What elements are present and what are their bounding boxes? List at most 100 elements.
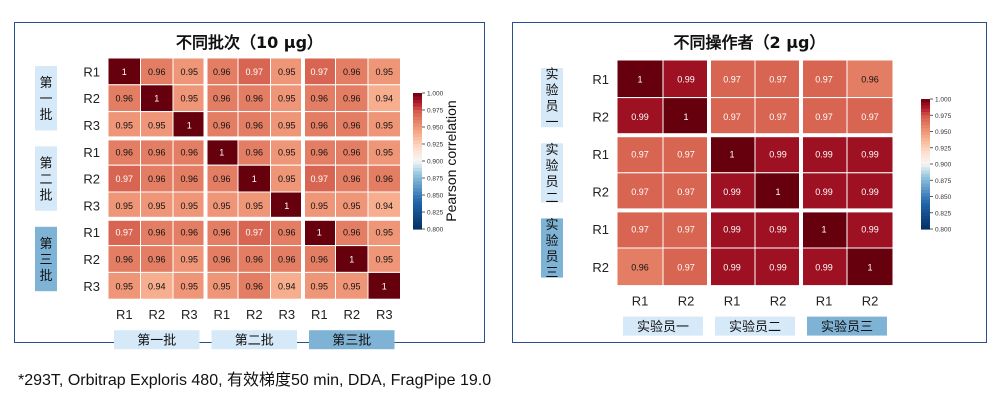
heatmap-cell [662,209,710,249]
cell-value-label: 0.99 [815,150,833,160]
row-group-label: 第三批 [39,237,52,284]
colorbar-segment [413,191,422,196]
cell-value-label: 0.96 [245,255,263,265]
colorbar-tick-label: 0.925 [935,145,952,152]
cell-value-label: 0.95 [278,94,296,104]
cell-value-label: 0.96 [115,147,133,157]
heatmap-cell [846,134,894,174]
cell-value-label: 0.99 [861,187,879,197]
cell-value-label: 0.95 [213,281,231,291]
cell-value-label: 1 [382,281,387,291]
cell-value-label: 0.97 [677,150,695,160]
cell-value-label: 0.96 [245,94,263,104]
colorbar-segment [921,134,930,139]
colorbar-segment [921,157,930,162]
cell-value-label: 0.95 [343,281,361,291]
heatmap-cell [237,137,271,166]
cell-value-label: 0.95 [375,255,393,265]
colorbar-segment [921,206,930,211]
heatmap-cell [107,191,141,220]
colorbar-segment [921,151,930,155]
cell-value-label: 0.96 [148,228,166,238]
row-group-box [35,146,57,211]
heatmap-cell [270,245,304,273]
row-tick-label: R2 [83,91,100,106]
colorbar-segment [921,186,930,191]
heatmap-cell [237,271,271,300]
row-tick-label: R2 [83,172,100,187]
cell-value-label: 0.96 [310,94,328,104]
cell-value-label: 1 [154,94,159,104]
heatmap-cell [800,172,848,211]
colorbar-segment [413,181,422,186]
group-separator-horizontal [108,216,401,221]
cell-value-label: 0.97 [677,262,695,272]
heatmap-cell [335,164,369,193]
col-tick-label: R1 [311,307,328,322]
row-group-box [541,143,563,203]
colorbar-segment [413,174,422,179]
cell-value-label: 0.96 [343,174,361,184]
cell-value-label: 0.95 [278,67,296,77]
heatmap-cell [107,164,141,193]
colorbar-segment [413,106,422,111]
heatmap-cell [616,97,664,136]
colorbar-segment [921,167,930,172]
cell-value-label: 0.99 [631,112,649,122]
colorbar-tick-label: 0.975 [427,108,444,115]
colorbar-segment [921,173,930,178]
colorbar-tick-label: 0.875 [935,178,952,185]
cell-value-label: 0.96 [343,67,361,77]
cell-value-label: 0.97 [723,112,741,122]
colorbar-tick-label: 0.900 [935,162,952,169]
colorbar-segment [921,216,930,220]
colorbar-segment [413,178,422,182]
colorbar-segment [413,113,422,118]
cell-value-label: 0.96 [115,255,133,265]
colorbar-segment [921,183,930,188]
cell-value-label: 0.99 [769,262,787,272]
heatmap-cell [846,172,894,211]
cell-value-label: 0.97 [677,187,695,197]
cell-value-label: 0.99 [769,225,787,235]
col-tick-label: R3 [376,307,393,322]
cell-value-label: 0.95 [375,228,393,238]
heatmap-cell [107,245,141,273]
heatmap-cell [237,84,271,113]
heatmap-cell [172,271,206,300]
colorbar-segment [921,212,930,217]
cell-value-label: 0.97 [815,74,833,84]
cell-value-label: 0.97 [723,74,741,84]
cell-value-label: 1 [349,255,354,265]
group-separator-horizontal [617,208,893,213]
heatmap-cell [662,247,710,287]
cell-value-label: 0.96 [245,147,263,157]
colorbar-segment [921,118,930,123]
heatmap-cell [237,218,271,247]
col-group-label: 第一批 [137,334,176,349]
colorbar-segment [413,161,422,165]
cell-value-label: 0.96 [180,147,198,157]
heatmap-cell [754,172,802,211]
colorbar-segment [921,225,930,230]
colorbar-segment [413,96,422,101]
row-group-label: 第二批 [39,157,52,204]
colorbar-tick-label: 0.825 [427,210,444,217]
row-tick-label: R3 [83,279,100,294]
heatmap-cell [107,218,141,247]
cell-value-label: 0.95 [115,121,133,131]
cell-value-label: 0.96 [245,121,263,131]
heatmap-cell [270,84,304,113]
heatmap-cell [846,209,894,249]
heatmap-cell [205,84,239,113]
operator-heatmap-svg: 1 0.99 0.97 0.97 0.97 0.96 0.99 1 0.97 0.97 0.97 0.… [541,59,952,336]
col-tick-label: R2 [246,307,263,322]
heatmap-cell [335,191,369,220]
cell-value-label: 0.95 [180,255,198,265]
colorbar-tick-label: 0.825 [935,210,952,217]
row-tick-label: R1 [592,222,609,237]
heatmap-cell [367,164,401,193]
col-group-box [623,316,703,336]
cell-value-label: 0.96 [148,174,166,184]
heatmap-cell [708,247,756,287]
